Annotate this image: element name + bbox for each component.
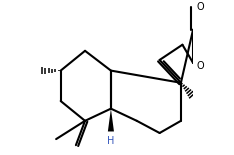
Text: O: O [196,61,204,71]
Polygon shape [108,109,114,131]
Text: O: O [196,2,204,12]
Text: H: H [107,136,115,146]
